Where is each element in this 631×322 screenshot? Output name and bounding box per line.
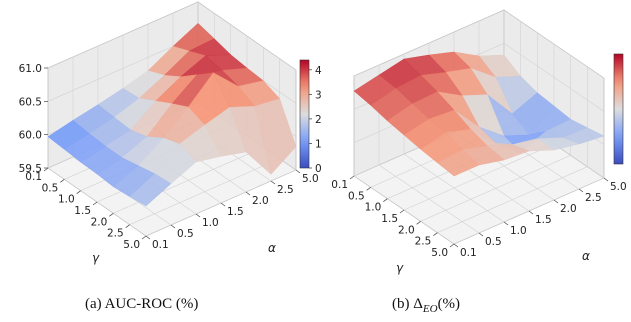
wall-grid-line xyxy=(197,1,297,71)
gamma-tick xyxy=(399,209,405,214)
alpha-tick-label: 1.5 xyxy=(227,206,244,218)
alpha-tick xyxy=(603,177,609,182)
gamma-tick-label: 0.1 xyxy=(331,179,348,191)
wall-grid-line xyxy=(47,1,199,69)
gamma-axis-label: γ xyxy=(396,261,404,275)
gamma-tick-label: 0.5 xyxy=(348,190,365,202)
colorbar-tick-label: 1 xyxy=(315,138,322,150)
alpha-tick xyxy=(503,221,509,226)
gamma-tick-label: 1.5 xyxy=(381,213,398,225)
gamma-tick xyxy=(60,179,65,183)
alpha-tick xyxy=(245,191,251,196)
gamma-tick-label: 0.1 xyxy=(25,171,42,183)
z-tick-label: 60.0 xyxy=(19,130,42,142)
gamma-tick xyxy=(366,187,371,191)
gamma-tick xyxy=(76,190,81,194)
gamma-tick xyxy=(449,243,455,248)
gamma-tick xyxy=(43,167,49,172)
colorbar-tick-label: 0 xyxy=(315,163,322,175)
caption-delta-prefix: (b) Δ xyxy=(392,296,423,312)
alpha-tick xyxy=(478,232,484,237)
gamma-tick xyxy=(92,201,98,206)
gamma-tick xyxy=(125,224,130,228)
colorbar-tick-label: 2 xyxy=(315,114,322,126)
alpha-tick-label: 2.0 xyxy=(252,195,269,207)
colorbar xyxy=(613,53,624,165)
alpha-tick-label: 0.1 xyxy=(460,247,477,259)
gamma-tick xyxy=(349,175,355,180)
alpha-tick xyxy=(295,169,301,174)
alpha-tick-label: 0.5 xyxy=(485,236,502,248)
alpha-tick-label: 0.5 xyxy=(177,228,194,240)
gamma-tick xyxy=(141,235,147,240)
alpha-axis-label: α xyxy=(268,241,276,255)
caption-auc-roc: (a) AUC-ROC (%) xyxy=(85,296,199,312)
alpha-tick xyxy=(453,243,459,248)
alpha-tick xyxy=(195,213,201,218)
alpha-tick-label: 2.5 xyxy=(585,192,602,204)
alpha-tick xyxy=(578,188,584,193)
panel-delta-eo: 0.10.51.01.52.02.55.0 0.10.51.01.52.02.55… xyxy=(331,9,627,275)
gamma-tick-label: 5.0 xyxy=(431,247,448,259)
gamma-tick-label: 2.5 xyxy=(107,228,124,240)
gamma-axis-label: γ xyxy=(92,251,100,265)
gamma-tick-label: 1.0 xyxy=(365,202,382,214)
alpha-tick xyxy=(170,224,176,229)
gamma-tick-label: 1.5 xyxy=(74,205,91,217)
gamma-tick-label: 5.0 xyxy=(123,239,140,251)
alpha-tick-label: 0.1 xyxy=(152,239,169,251)
z-tick-label: 61.0 xyxy=(19,63,42,75)
colorbar-tick-label: 4 xyxy=(315,65,322,77)
surface-facet xyxy=(436,149,480,177)
alpha-tick xyxy=(553,199,559,204)
alpha-tick xyxy=(145,235,151,240)
gamma-tick-label: 0.5 xyxy=(42,182,59,194)
gamma-tick xyxy=(416,221,421,225)
alpha-tick xyxy=(270,180,276,185)
gamma-tick-label: 2.0 xyxy=(398,224,415,236)
alpha-axis-label: α xyxy=(582,249,590,263)
wall-grid-line xyxy=(503,43,605,112)
gamma-tick xyxy=(109,213,114,217)
panel-auc-roc: 0.10.51.01.52.02.55.0 0.10.51.01.52.02.55… xyxy=(19,1,322,265)
gamma-tick-label: 1.0 xyxy=(58,194,75,206)
surface-facet xyxy=(129,173,172,207)
gamma-tick-label: 2.0 xyxy=(91,216,108,228)
alpha-tick-label: 2.5 xyxy=(277,184,294,196)
colorbar-tick-label: 3 xyxy=(315,89,322,101)
caption-delta-subscript: EO xyxy=(422,303,438,315)
alpha-tick-label: 2.0 xyxy=(560,203,577,215)
alpha-tick-label: 1.0 xyxy=(202,217,219,229)
gamma-tick-label: 2.5 xyxy=(415,236,432,248)
alpha-tick xyxy=(220,202,226,207)
alpha-tick-label: 1.5 xyxy=(535,214,552,226)
caption-delta-suffix: (%) xyxy=(437,296,461,312)
colorbar xyxy=(299,59,310,169)
gamma-tick xyxy=(433,232,438,236)
alpha-tick-label: 1.0 xyxy=(510,225,527,237)
alpha-tick xyxy=(528,210,534,215)
alpha-tick-label: 5.0 xyxy=(302,173,319,185)
z-tick-label: 60.5 xyxy=(19,96,42,108)
gamma-tick xyxy=(383,198,388,202)
z-tick-label: 59.5 xyxy=(19,163,42,175)
wall-grid-line xyxy=(353,9,505,77)
caption-delta-eo: (b) ΔEO(%) xyxy=(392,296,460,315)
wall-grid-line xyxy=(503,9,605,79)
alpha-tick-label: 5.0 xyxy=(610,181,627,193)
